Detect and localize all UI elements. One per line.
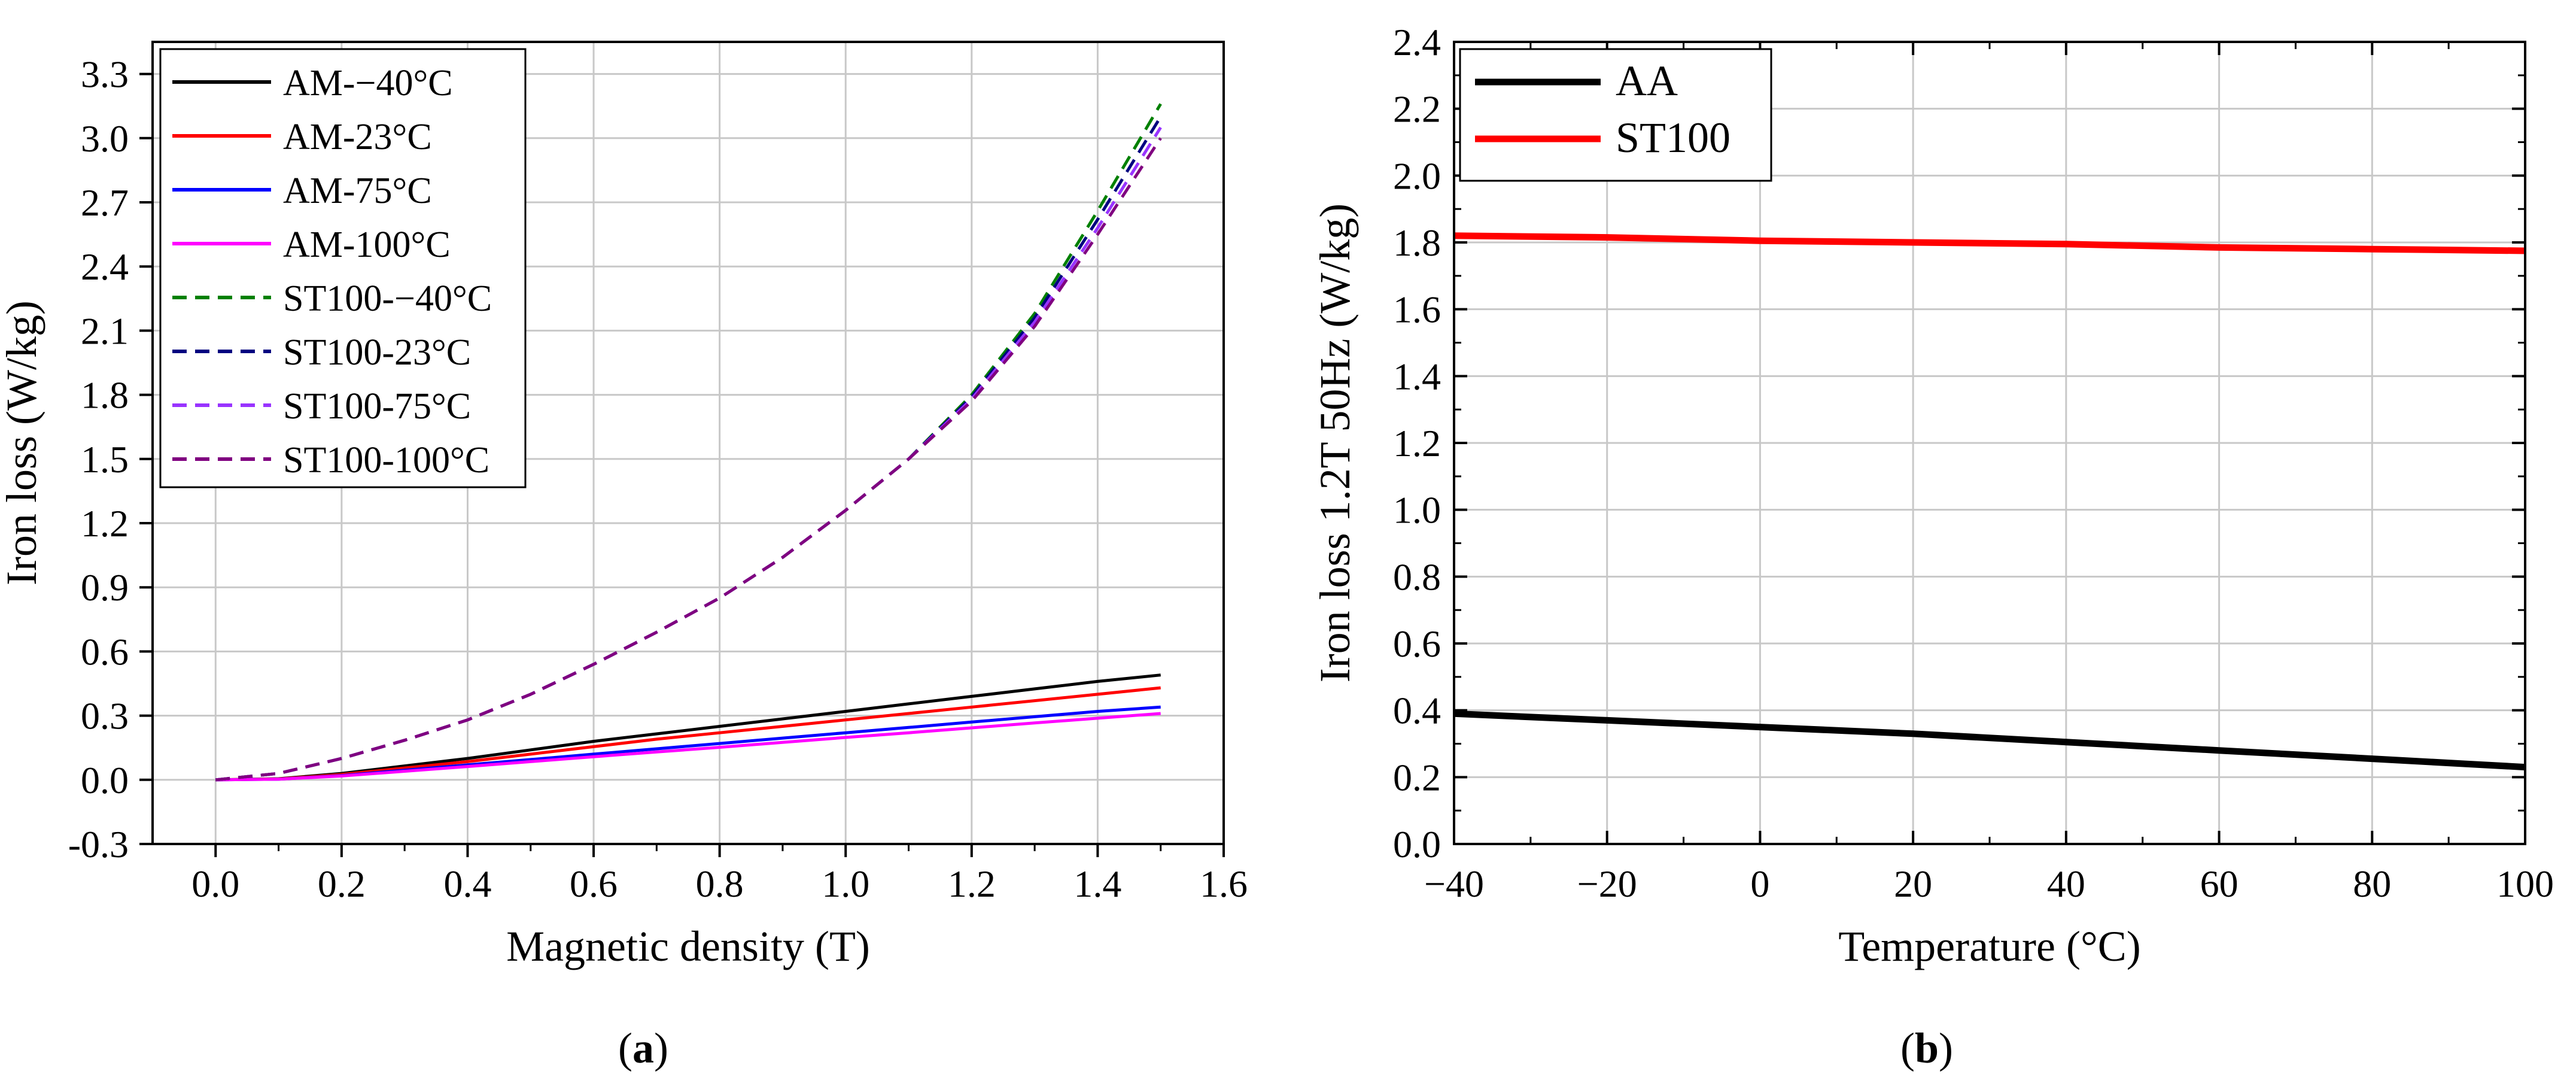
y-tick-label: 0.6 [81,630,129,673]
chart-a: 0.0 0.2 0.4 0.6 0.8 1.0 1.2 1.4 1.6 -0.3 0.0 0.3 0.6… [0,41,1248,970]
caption-a-letter: a [632,1024,654,1072]
series-line-b-0 [1453,710,2526,771]
caption-b-letter: b [1915,1024,1939,1072]
y-tick-label: 1.2 [81,502,129,545]
x-tick-label: 1.4 [1073,863,1121,905]
y-tick-label: 0.2 [1393,756,1441,798]
x-tick-label: 0.2 [318,863,366,905]
y-tick-label: 0.3 [81,695,129,737]
y-tick-label: 1.8 [1393,221,1441,264]
series-group-b [1453,232,2526,771]
x-tick-label: 0.0 [191,863,239,905]
x-tick-label: 60 [2200,863,2239,905]
y-tick-label: 2.7 [81,181,129,224]
y-tick-label: 0.0 [1393,823,1441,866]
y-tick-label: 3.0 [81,117,129,160]
legend-a: AM-−40°C AM-23°C AM-75°C AM-100°C ST100-−40°… [159,48,527,488]
legend-label-a-7: ST100-100°C [283,440,489,481]
y-tick-label: 2.0 [1393,154,1441,197]
y-tick-label: 2.4 [1393,21,1441,63]
series-line-a-0 [215,673,1161,782]
y-tick-label: 2.1 [81,309,129,352]
ticks-a: 0.0 0.2 0.4 0.6 0.8 1.0 1.2 1.4 1.6 -0.3 0.0 0.3 0.6… [68,53,1248,905]
legend-label-a-6: ST100-75°C [283,386,471,427]
x-tick-label: 1.0 [822,863,869,905]
x-tick-label: 0.4 [443,863,491,905]
legend-label-a-5: ST100-23°C [283,332,471,373]
legend-box-b [1459,48,1772,182]
x-tick-label: 20 [1894,863,1932,905]
x-tick-label: 0 [1750,863,1769,905]
y-tick-label: 1.8 [81,374,129,417]
y-tick-label: 0.4 [1393,690,1441,732]
caption-b-open: ( [1900,1024,1915,1072]
caption-a-open: ( [618,1024,632,1072]
y-tick-label: 0.6 [1393,623,1441,665]
series-line-a-1 [215,686,1161,782]
y-tick-label: 1.6 [1393,289,1441,331]
y-tick-label: 0.9 [81,566,129,609]
caption-b: (b) [1900,1024,1953,1072]
legend-label-b-1: ST100 [1616,114,1730,162]
y-tick-label: 3.3 [81,53,129,96]
x-axis-title-a: Magnetic density (T) [506,922,870,970]
x-tick-label: −20 [1577,863,1637,905]
y-tick-label: 1.4 [1393,355,1441,397]
y-tick-label: 1.2 [1393,422,1441,464]
y-tick-label: 1.0 [1393,489,1441,532]
x-tick-label: 40 [2047,863,2085,905]
series-line-a-7 [215,137,1162,782]
y-tick-label: -0.3 [68,823,129,866]
legend-label-a-4: ST100-−40°C [283,278,492,319]
x-tick-label: 100 [2496,863,2554,905]
plot-frame-a [151,41,1225,845]
x-tick-label: 0.8 [696,863,744,905]
chart-b: −40 −20 0 20 40 60 80 100 0.0 0.2 0.4 0.6 0.8 1.0 1.2 1… [1311,21,2554,970]
x-tick-label: −40 [1424,863,1484,905]
y-tick-label: 0.0 [81,759,129,801]
legend-label-a-3: AM-100°C [283,224,451,265]
y-tick-label: 2.4 [81,245,129,288]
legend-label-a-0: AM-−40°C [283,63,453,104]
x-tick-label: 1.6 [1200,863,1248,905]
x-tick-label: 80 [2353,863,2391,905]
y-tick-label: 1.5 [81,438,129,481]
y-axis-title-b: Iron loss 1.2T 50Hz (W/kg) [1311,204,1359,683]
caption-b-close: ) [1939,1024,1953,1072]
legend-label-b-0: AA [1616,57,1678,105]
y-tick-label: 0.8 [1393,555,1441,598]
series-line-b-1 [1453,232,2526,254]
series-line-a-3 [215,712,1161,782]
ticks-b: −40 −20 0 20 40 60 80 100 0.0 0.2 0.4 0.6 0.8 1.0 1.2 1… [1393,21,2554,905]
x-axis-title-b: Temperature (°C) [1838,922,2141,970]
legend-label-a-1: AM-23°C [283,117,432,157]
caption-a: (a) [618,1024,668,1072]
y-tick-label: 2.2 [1393,88,1441,130]
legend-box-a [159,48,527,488]
y-axis-title-a: Iron loss (W/kg) [0,300,45,585]
series-group-a [215,103,1162,782]
legend-b: AA ST100 [1459,48,1772,182]
legend-label-a-2: AM-75°C [283,171,432,211]
x-tick-label: 0.6 [570,863,618,905]
caption-a-close: ) [654,1024,668,1072]
x-tick-label: 1.2 [948,863,996,905]
